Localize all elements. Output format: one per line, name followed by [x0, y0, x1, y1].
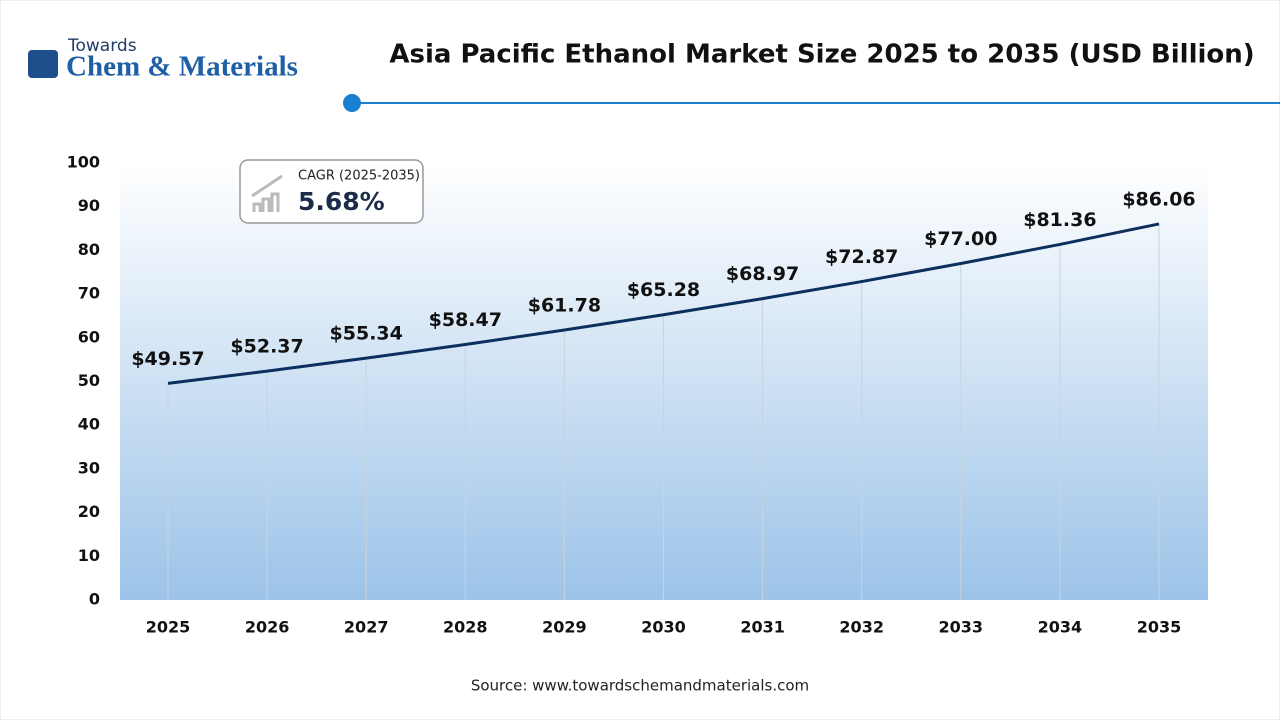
cagr-frame: [239, 159, 424, 224]
logo-bottom: Chem & Materials: [66, 51, 298, 83]
y-tick-label: 60: [78, 327, 100, 346]
logo-top: Towards: [67, 36, 137, 56]
value-label: $81.36: [1023, 209, 1096, 231]
y-tick-label: 90: [78, 196, 100, 215]
x-tick-label: 2026: [245, 618, 290, 637]
value-label: $86.06: [1122, 188, 1195, 210]
value-label: $77.00: [924, 228, 997, 250]
x-tick-label: 2035: [1137, 618, 1182, 637]
y-tick-label: 80: [78, 240, 100, 259]
line: [167, 222, 1160, 385]
title-dot: [343, 94, 361, 112]
y-tick-label: 0: [89, 590, 100, 609]
y-tick-label: 100: [67, 153, 100, 172]
y-tick-label: 70: [78, 284, 100, 303]
x-tick-label: 2029: [542, 618, 587, 637]
y-tick-label: 30: [78, 458, 100, 477]
cagr-icon: [251, 174, 283, 212]
x-tick-label: 2028: [443, 618, 488, 637]
value-label: $52.37: [230, 336, 303, 358]
x-tick-label: 2027: [344, 618, 389, 637]
logo-icon: [28, 50, 58, 78]
y-tick-label: 50: [78, 371, 100, 390]
y-tick-label: 20: [78, 502, 100, 521]
value-label: $65.28: [627, 279, 700, 301]
chart-title: Asia Pacific Ethanol Market Size 2025 to…: [389, 40, 1254, 70]
x-tick-label: 2031: [740, 618, 785, 637]
y-tick-label: 40: [78, 415, 100, 434]
value-label: $58.47: [429, 309, 502, 331]
cagr-value: 5.68%: [298, 187, 385, 216]
x-tick-label: 2033: [939, 618, 984, 637]
logo: Towards Chem & Materials: [28, 36, 298, 83]
value-label: $55.34: [330, 323, 403, 345]
source: Source: www.towardschemandmaterials.com: [471, 677, 809, 695]
x-tick-label: 2030: [641, 618, 686, 637]
x-tick-label: 2034: [1038, 618, 1083, 637]
value-label: $72.87: [825, 246, 898, 268]
value-label: $49.57: [131, 348, 204, 370]
y-tick-label: 10: [78, 546, 100, 565]
cagr-box: CAGR (2025-2035) 5.68%: [239, 159, 424, 224]
x-tick-label: 2025: [146, 618, 191, 637]
x-tick-label: 2032: [839, 618, 884, 637]
cagr-label: CAGR (2025-2035): [298, 169, 420, 184]
value-label: $61.78: [528, 295, 601, 317]
value-label: $68.97: [726, 263, 799, 285]
